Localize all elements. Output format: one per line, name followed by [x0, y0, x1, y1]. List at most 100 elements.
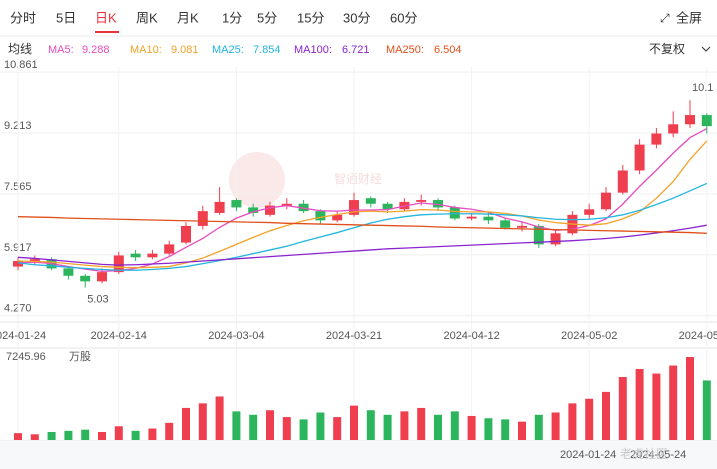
volume-bar — [316, 412, 325, 440]
ma-legend-value: 6.504 — [434, 44, 462, 56]
volume-bar — [249, 414, 258, 440]
volume-bar — [652, 373, 661, 440]
candle-body — [617, 170, 628, 193]
candle-body — [164, 244, 175, 254]
y-tick-label: 10.861 — [4, 59, 38, 71]
candle-body — [466, 216, 477, 219]
high-label: 10.1 — [692, 82, 713, 94]
candle-body — [500, 220, 511, 228]
ma-line — [17, 224, 707, 266]
ma-line — [17, 140, 708, 269]
tab[interactable]: 5分 — [257, 10, 277, 25]
candle-body — [181, 225, 191, 243]
volume-bar — [484, 418, 493, 440]
volume-bar — [383, 414, 392, 440]
candle-body — [315, 211, 326, 221]
candle-body — [584, 209, 595, 215]
volume-bar — [333, 417, 342, 440]
volume-bar — [182, 407, 190, 440]
x-tick-label: 2024-03-21 — [326, 330, 382, 342]
tab[interactable]: 日K — [95, 10, 117, 25]
candle-body — [332, 214, 343, 221]
candle-body — [365, 198, 376, 204]
ma-legend-value: 9.288 — [82, 44, 110, 56]
tab[interactable]: 1分 — [222, 10, 242, 25]
candle-body — [651, 133, 662, 145]
volume-bar — [702, 380, 711, 440]
ma-label: 均线 — [8, 42, 32, 56]
fullscreen[interactable]: 全屏 — [676, 10, 702, 25]
volume-bar — [64, 430, 73, 440]
volume-bar — [686, 357, 694, 440]
volume-bar — [417, 407, 426, 440]
volume-bar — [198, 403, 207, 440]
adjust-select[interactable]: 不复权 — [649, 42, 685, 56]
low-label: 5.03 — [87, 294, 108, 306]
candle-body — [113, 255, 124, 273]
candle-body — [97, 272, 107, 282]
candle-body — [281, 203, 292, 206]
watermark: 智通财经 — [334, 171, 382, 186]
volume-bar — [635, 368, 644, 440]
watermark-logo — [229, 152, 285, 208]
volume-bar — [98, 431, 106, 440]
volume-bar — [114, 426, 123, 440]
x-tick-label: 2024-03-04 — [208, 330, 264, 342]
volume-bar — [518, 421, 526, 440]
candle-body — [483, 216, 494, 221]
volume-unit: 万股 — [69, 350, 91, 363]
volume-bar — [215, 396, 224, 440]
candle-body — [517, 225, 527, 228]
tab[interactable]: 周K — [136, 10, 158, 25]
tab[interactable]: 30分 — [343, 10, 370, 25]
volume-bar — [165, 422, 174, 440]
candle-body — [13, 261, 23, 267]
tab[interactable]: 5日 — [56, 10, 76, 25]
fullscreen-icon[interactable]: ⤢ — [659, 11, 670, 25]
volume-bar — [266, 410, 274, 440]
volume-bar — [81, 429, 90, 440]
volume-bar — [585, 398, 594, 440]
volume-bar — [669, 365, 678, 440]
volume-bar — [534, 414, 543, 440]
candle-body — [147, 253, 158, 258]
ma-line — [17, 216, 707, 234]
x-tick-label: 2024-02-14 — [91, 330, 147, 342]
tab[interactable]: 60分 — [390, 10, 417, 25]
volume-bar — [467, 415, 476, 440]
ma-legend-name: MA250: — [386, 44, 424, 56]
tab[interactable]: 15分 — [297, 10, 324, 25]
volume-bar — [551, 412, 560, 440]
tab[interactable]: 分时 — [10, 10, 36, 25]
candle-body — [231, 200, 242, 208]
volume-bar — [366, 410, 375, 440]
volume-bar — [30, 434, 39, 440]
volume-bar — [602, 391, 610, 440]
candle-body — [130, 253, 141, 258]
ma-legend-name: MA25: — [212, 44, 244, 56]
volume-bar — [350, 405, 358, 440]
candle-body — [601, 192, 611, 210]
candle-body — [29, 259, 40, 262]
nav-end[interactable]: 2024-05-24 — [630, 449, 686, 461]
volume-bar — [568, 403, 577, 440]
candle-body — [298, 203, 309, 212]
dropdown-arrow[interactable] — [701, 46, 711, 52]
tab[interactable]: 月K — [177, 10, 199, 25]
candle-body — [416, 200, 427, 202]
x-tick-label: 2024-04-12 — [443, 330, 499, 342]
volume-bar — [434, 414, 442, 440]
x-tick-label: 2024-01-24 — [0, 330, 46, 342]
candle-body — [433, 200, 443, 208]
nav-start[interactable]: 2024-01-24 — [560, 449, 616, 461]
candle-body — [349, 200, 359, 215]
volume-bar — [148, 428, 157, 440]
volume-bar — [232, 411, 241, 440]
candle-body — [80, 275, 91, 282]
candle-body — [449, 207, 460, 219]
navigator[interactable] — [0, 441, 717, 469]
volume-bar — [282, 417, 291, 440]
volume-bar — [14, 433, 22, 440]
